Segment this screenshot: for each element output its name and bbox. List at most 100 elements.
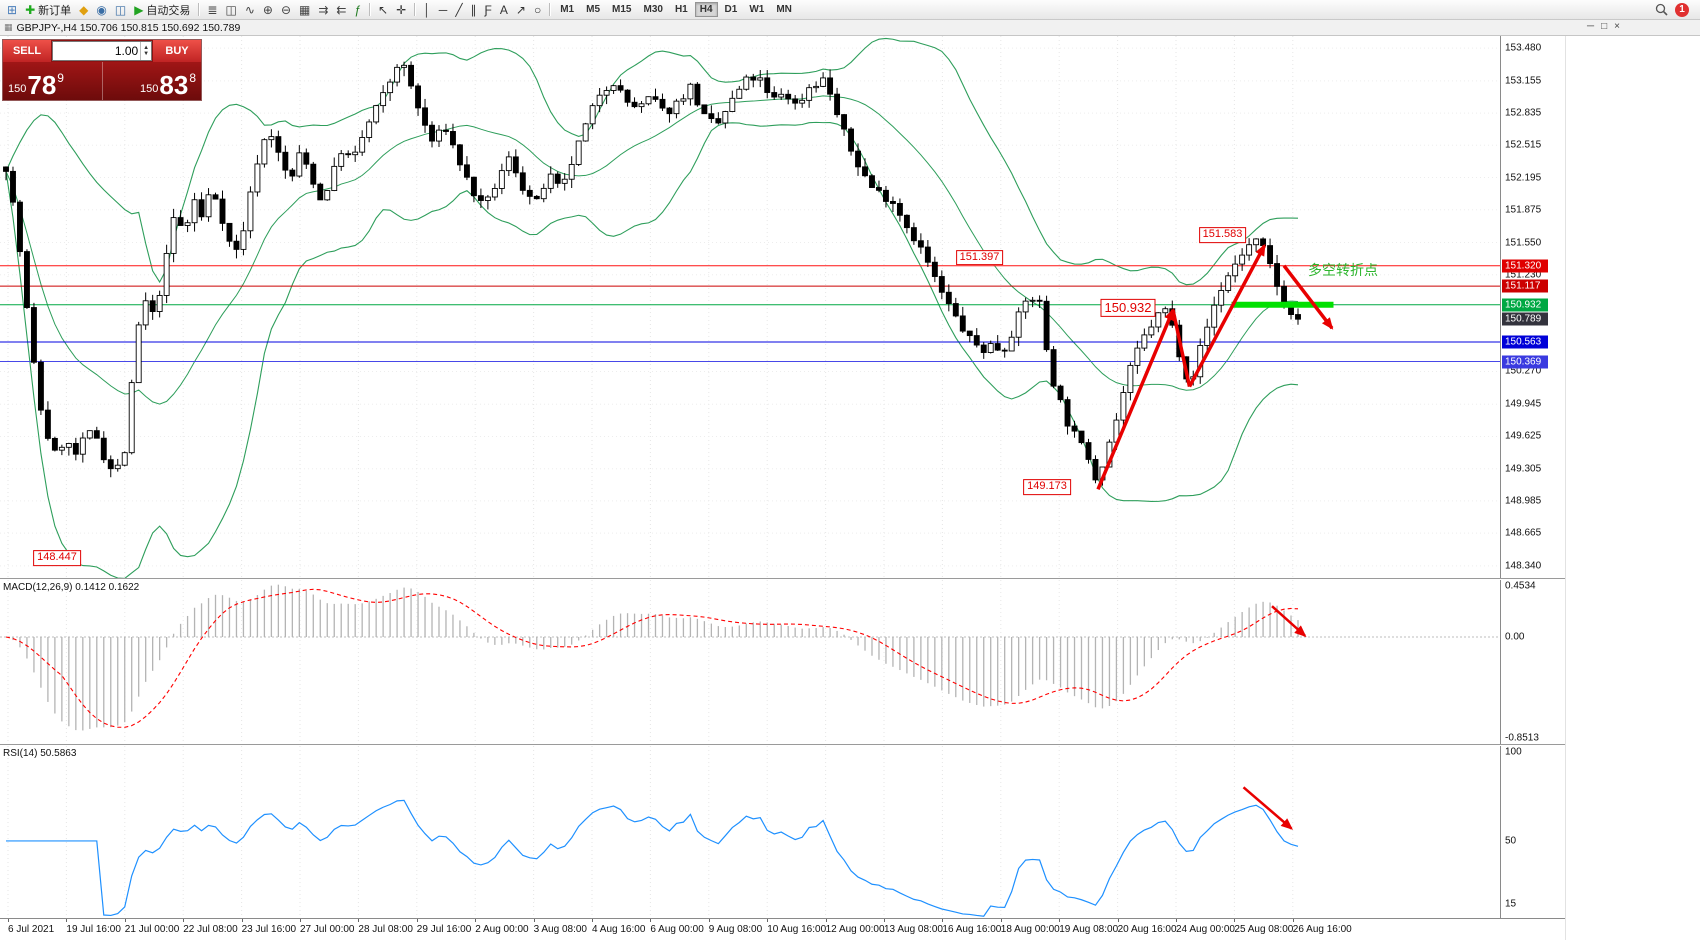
price-axis-label: 151.550 — [1505, 237, 1542, 249]
main-price-chart[interactable] — [0, 36, 1500, 578]
time-axis-label: 3 Aug 08:00 — [533, 924, 587, 935]
panel-divider[interactable] — [0, 744, 1565, 746]
tile-windows-icon: ▦ — [299, 2, 311, 17]
timeframe-button-d1[interactable]: D1 — [724, 4, 738, 15]
time-axis-label: 6 Aug 00:00 — [650, 924, 704, 935]
bars-chart-icon: ≣ — [207, 2, 218, 17]
stepper-down-icon[interactable]: ▼ — [143, 51, 150, 57]
timeframe-button-m1[interactable]: M1 — [560, 4, 575, 15]
auto-scroll-icon[interactable]: ⇉ — [314, 1, 332, 18]
zoom-in-icon[interactable]: ⊕ — [259, 1, 277, 18]
sell-price-fraction: 9 — [57, 71, 64, 85]
stepper-up-icon[interactable]: ▲ — [143, 45, 150, 51]
price-axis-label: 151.230 — [1505, 269, 1542, 281]
market-watch-icon[interactable]: ◆ — [75, 1, 92, 18]
terminal-icon[interactable]: ◫ — [111, 1, 130, 18]
time-axis-label: 4 Aug 16:00 — [592, 924, 646, 935]
buy-price-panel[interactable]: 150 83 8 — [103, 62, 202, 100]
navigator-icon: ◉ — [96, 2, 107, 17]
volume-field: ▲▼ — [52, 41, 152, 61]
macd-axis-label: -0.8513 — [1505, 732, 1539, 744]
time-axis-label: 12 Aug 00:00 — [825, 924, 885, 935]
price-axis-label: 148.665 — [1505, 527, 1542, 539]
candlestick-chart-icon[interactable]: ◫ — [221, 1, 240, 18]
indicators-icon: ƒ — [354, 2, 362, 17]
arrow-tool-icon[interactable]: ↗ — [512, 1, 530, 18]
new-chart-icon[interactable]: ⊞ — [3, 1, 21, 18]
text-icon[interactable]: A — [496, 1, 512, 18]
timeframe-button-h1[interactable]: H1 — [674, 4, 688, 15]
shapes-icon[interactable]: ○ — [530, 1, 545, 18]
time-axis-tick — [884, 919, 885, 922]
fibonacci-icon[interactable]: Ƒ — [481, 1, 496, 18]
crosshair-icon[interactable]: ✛ — [392, 1, 410, 18]
price-axis-label: 153.480 — [1505, 42, 1542, 54]
time-axis[interactable]: 6 Jul 2021 19 Jul 16:00 21 Jul 00:00 22 Jul… — [0, 918, 1565, 940]
chart-price-annotation: 151.583 — [1198, 227, 1247, 244]
cursor-icon: ↖ — [378, 2, 389, 17]
volume-stepper[interactable]: ▲ ▼ — [140, 42, 151, 60]
price-axis-label: 149.625 — [1505, 430, 1542, 442]
time-axis-label: 21 Jul 00:00 — [124, 924, 180, 935]
horizontal-line-icon[interactable]: ─ — [435, 1, 452, 18]
zoom-out-icon: ⊖ — [280, 2, 292, 17]
buy-button[interactable]: BUY — [153, 40, 201, 62]
timeframe-button-m5[interactable]: M5 — [586, 4, 601, 15]
chart-shift-icon[interactable]: ⇇ — [332, 1, 350, 18]
time-axis-tick — [592, 919, 593, 922]
new-order-button[interactable]: ✚ 新订单 — [21, 1, 75, 18]
indicators-icon[interactable]: ƒ — [350, 1, 365, 18]
rsi-chart[interactable] — [0, 746, 1500, 918]
chart-shift-icon: ⇇ — [336, 2, 347, 17]
market-watch-icon: ◆ — [79, 2, 89, 17]
timeframe-button-h4[interactable]: H4 — [694, 2, 718, 17]
zoom-in-icon: ⊕ — [262, 2, 273, 17]
line-chart-icon[interactable]: ∿ — [241, 1, 259, 18]
time-axis-tick — [708, 919, 710, 922]
toolbar: ⊞ ✚ 新订单 ◆ ◉ ◫ ▶ 自动交易 ≣ ◫ ∿ ⊕ ⊖ ▦ ⇉ ⇇ ƒ ↖ ✛ │ ─ ╱ ∥ Ƒ A ↗ ○ M1 M5 M15 M… — [0, 0, 1700, 20]
time-axis-label: 16 Aug 16:00 — [942, 924, 1002, 935]
macd-chart[interactable] — [0, 580, 1500, 744]
cursor-icon[interactable]: ↖ — [374, 1, 392, 18]
panel-divider[interactable] — [0, 578, 1565, 580]
close-button[interactable]: × — [1614, 21, 1620, 32]
navigator-icon[interactable]: ◉ — [92, 1, 110, 18]
vertical-line-icon[interactable]: │ — [419, 1, 435, 18]
price-axis-label: 148.985 — [1505, 495, 1542, 507]
line-chart-icon: ∿ — [244, 2, 255, 17]
rsi-axis-label: 15 — [1505, 898, 1517, 910]
chart-price-annotation: 149.173 — [1023, 479, 1071, 496]
trendline-icon[interactable]: ╱ — [451, 1, 466, 18]
time-axis-tick — [825, 919, 827, 922]
time-axis-label: 2 Aug 00:00 — [475, 924, 529, 935]
timeframe-button-w1[interactable]: W1 — [749, 4, 765, 15]
zoom-out-icon[interactable]: ⊖ — [277, 1, 295, 18]
minimize-button[interactable]: ─ — [1587, 21, 1595, 32]
trendline-icon: ╱ — [455, 2, 463, 17]
time-axis-label: 18 Aug 00:00 — [1000, 924, 1060, 935]
toolbar-right: 1 — [1655, 2, 1697, 17]
sell-button[interactable]: SELL — [3, 40, 51, 62]
auto-scroll-icon: ⇉ — [318, 2, 329, 17]
timeframe-button-mn[interactable]: MN — [776, 4, 792, 15]
time-axis-tick — [8, 919, 9, 922]
channel-icon[interactable]: ∥ — [467, 1, 481, 18]
sell-price-panel[interactable]: 150 78 9 — [3, 62, 103, 100]
price-axis[interactable]: 153.480 153.155 152.835 152.515 152.195 151.8… — [1500, 36, 1565, 578]
restore-button[interactable]: □ — [1601, 21, 1608, 32]
timeframe-button-m30[interactable]: M30 — [643, 4, 663, 15]
timeframe-button-m15[interactable]: M15 — [612, 4, 632, 15]
time-axis-label: 10 Aug 16:00 — [767, 924, 827, 935]
notification-badge[interactable]: 1 — [1675, 2, 1689, 17]
bars-chart-icon[interactable]: ≣ — [203, 1, 221, 18]
macd-axis-label: 0.00 — [1505, 631, 1525, 643]
horizontal-line-icon: ─ — [438, 2, 448, 17]
search-icon[interactable] — [1655, 3, 1668, 16]
autotrading-button[interactable]: ▶ 自动交易 — [130, 1, 194, 18]
window-controls: ─ □ × — [1587, 21, 1620, 32]
tile-windows-icon[interactable]: ▦ — [295, 1, 314, 18]
autotrading-button: ▶ — [134, 2, 144, 17]
time-axis-tick — [767, 919, 769, 922]
volume-input[interactable] — [53, 42, 141, 60]
buy-price-pips: 83 — [159, 70, 189, 100]
